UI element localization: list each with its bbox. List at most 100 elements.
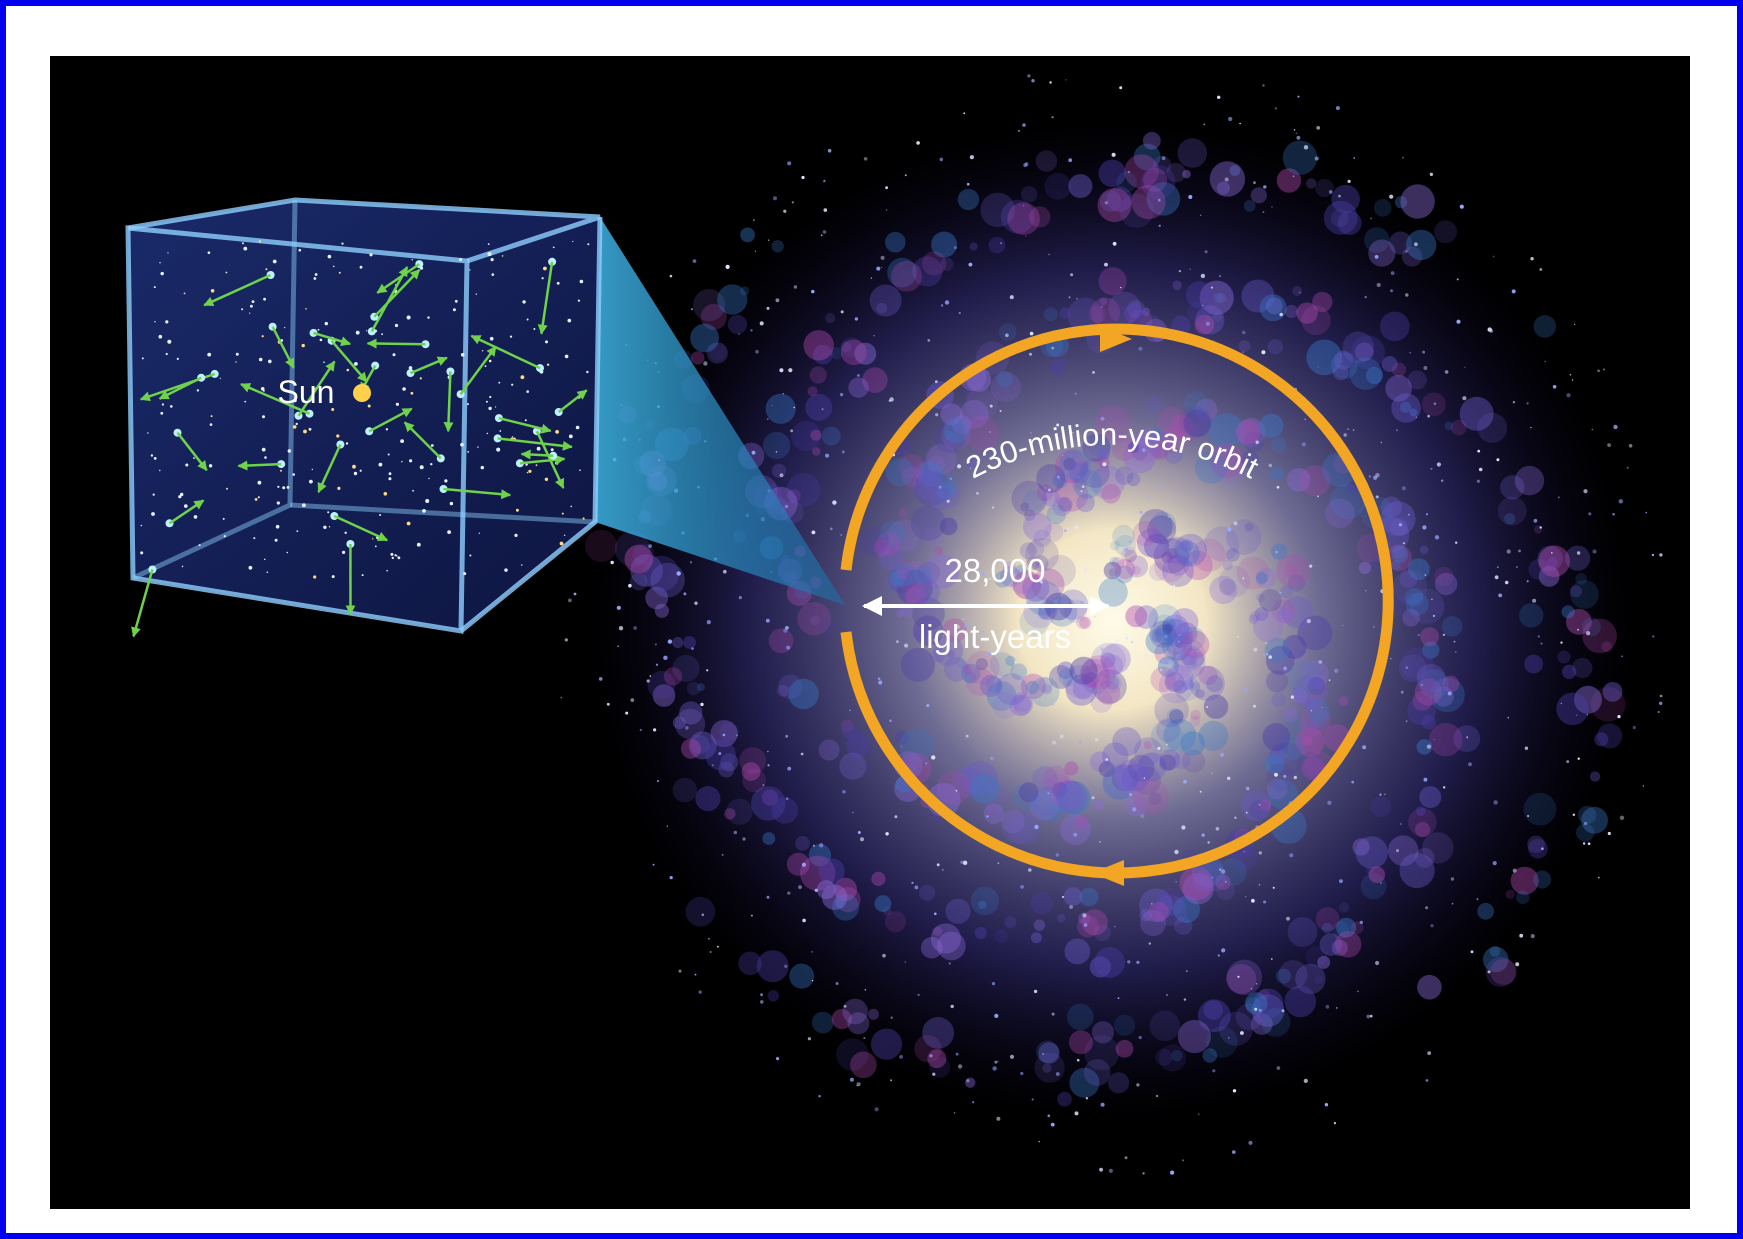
- arm-cloud: [1213, 292, 1224, 303]
- arm-cloud: [913, 626, 929, 642]
- velocity-arrow: [520, 449, 554, 460]
- cube-star: [226, 487, 228, 490]
- cube-star: [374, 545, 377, 548]
- star: [1571, 379, 1574, 381]
- star: [987, 652, 991, 657]
- star: [1188, 195, 1193, 199]
- arm-cloud: [846, 732, 871, 758]
- arm-cloud: [1243, 200, 1256, 212]
- cube-star: [391, 556, 394, 560]
- cube-star: [394, 323, 399, 328]
- cube-star: [165, 352, 168, 356]
- cube-star: [266, 571, 269, 574]
- cube-star: [244, 400, 247, 403]
- star: [1432, 614, 1436, 618]
- arm-cloud: [1500, 475, 1525, 500]
- star: [1659, 701, 1663, 705]
- star: [1117, 997, 1120, 1000]
- star: [1299, 291, 1301, 294]
- arm-cloud: [825, 313, 836, 324]
- arm-cloud: [1054, 471, 1068, 486]
- arm-cloud: [643, 555, 680, 592]
- arm-cloud: [1434, 566, 1454, 587]
- arm-cloud: [1243, 431, 1265, 453]
- star: [1539, 268, 1543, 271]
- arm-cloud: [1020, 186, 1038, 203]
- cube-star: [401, 461, 403, 463]
- velocity-arrow: [131, 569, 154, 638]
- arm-cloud: [959, 399, 989, 429]
- arm-cloud: [1388, 231, 1412, 255]
- arm-cloud: [1265, 646, 1295, 675]
- cube-star: [496, 447, 501, 452]
- star: [1119, 86, 1123, 90]
- star: [857, 831, 861, 834]
- arm-cloud: [1174, 653, 1197, 677]
- star: [1248, 1140, 1253, 1145]
- arm-cloud: [1067, 297, 1103, 333]
- arm-cloud: [912, 256, 943, 287]
- star: [1255, 440, 1259, 444]
- arm-cloud: [1366, 866, 1375, 875]
- arm-cloud: [1380, 501, 1416, 536]
- star: [1003, 520, 1006, 524]
- star: [1591, 428, 1594, 431]
- arm-cloud: [1364, 227, 1390, 253]
- star: [1607, 443, 1611, 447]
- star: [969, 155, 975, 160]
- star: [843, 1004, 847, 1008]
- arm-cloud: [1268, 742, 1303, 777]
- star: [1148, 942, 1152, 945]
- cube-star: [354, 362, 358, 366]
- star: [1100, 647, 1104, 651]
- cube-star: [490, 258, 494, 262]
- arm-cloud: [1419, 786, 1442, 809]
- arm-cloud: [645, 586, 669, 610]
- arm-cloud: [1412, 690, 1433, 711]
- arm-cloud: [1226, 519, 1262, 555]
- arm-cloud: [1256, 593, 1265, 603]
- star: [1275, 551, 1278, 554]
- arm-cloud: [1143, 533, 1170, 559]
- star: [1212, 1069, 1216, 1073]
- arm-cloud: [1147, 515, 1177, 545]
- star: [655, 643, 657, 646]
- star: [1530, 426, 1532, 429]
- arm-cloud: [1137, 528, 1166, 558]
- arm-cloud: [986, 681, 1017, 711]
- arm-cloud: [899, 728, 934, 763]
- star: [1296, 135, 1301, 140]
- star: [1423, 777, 1428, 782]
- arm-cloud: [1181, 749, 1206, 773]
- arm-cloud: [944, 432, 959, 448]
- star: [1064, 529, 1067, 532]
- star: [1047, 792, 1050, 795]
- cube-star: [219, 377, 221, 379]
- cube-star: [309, 479, 313, 484]
- star: [1530, 257, 1534, 261]
- star: [1430, 467, 1433, 470]
- arm-cloud: [1325, 498, 1355, 529]
- star: [1234, 816, 1237, 819]
- arm-cloud: [718, 761, 735, 778]
- star: [1069, 905, 1073, 909]
- star: [735, 734, 739, 737]
- arm-cloud: [1158, 668, 1194, 704]
- cube-star: [185, 463, 189, 467]
- velocity-arrow: [403, 421, 442, 460]
- star: [1468, 762, 1472, 767]
- star: [1263, 900, 1267, 904]
- arm-cloud: [1264, 753, 1285, 774]
- arm-cloud: [807, 386, 818, 397]
- arm-cloud: [778, 674, 803, 699]
- arm-cloud: [767, 990, 779, 1002]
- arm-cloud: [672, 654, 700, 683]
- star: [852, 811, 854, 814]
- arm-cloud: [1302, 735, 1313, 746]
- cube-star: [579, 279, 584, 284]
- star: [1258, 851, 1263, 855]
- arm-cloud: [1576, 823, 1595, 842]
- arm-cloud: [1519, 603, 1544, 628]
- star: [823, 208, 828, 212]
- star: [667, 639, 673, 644]
